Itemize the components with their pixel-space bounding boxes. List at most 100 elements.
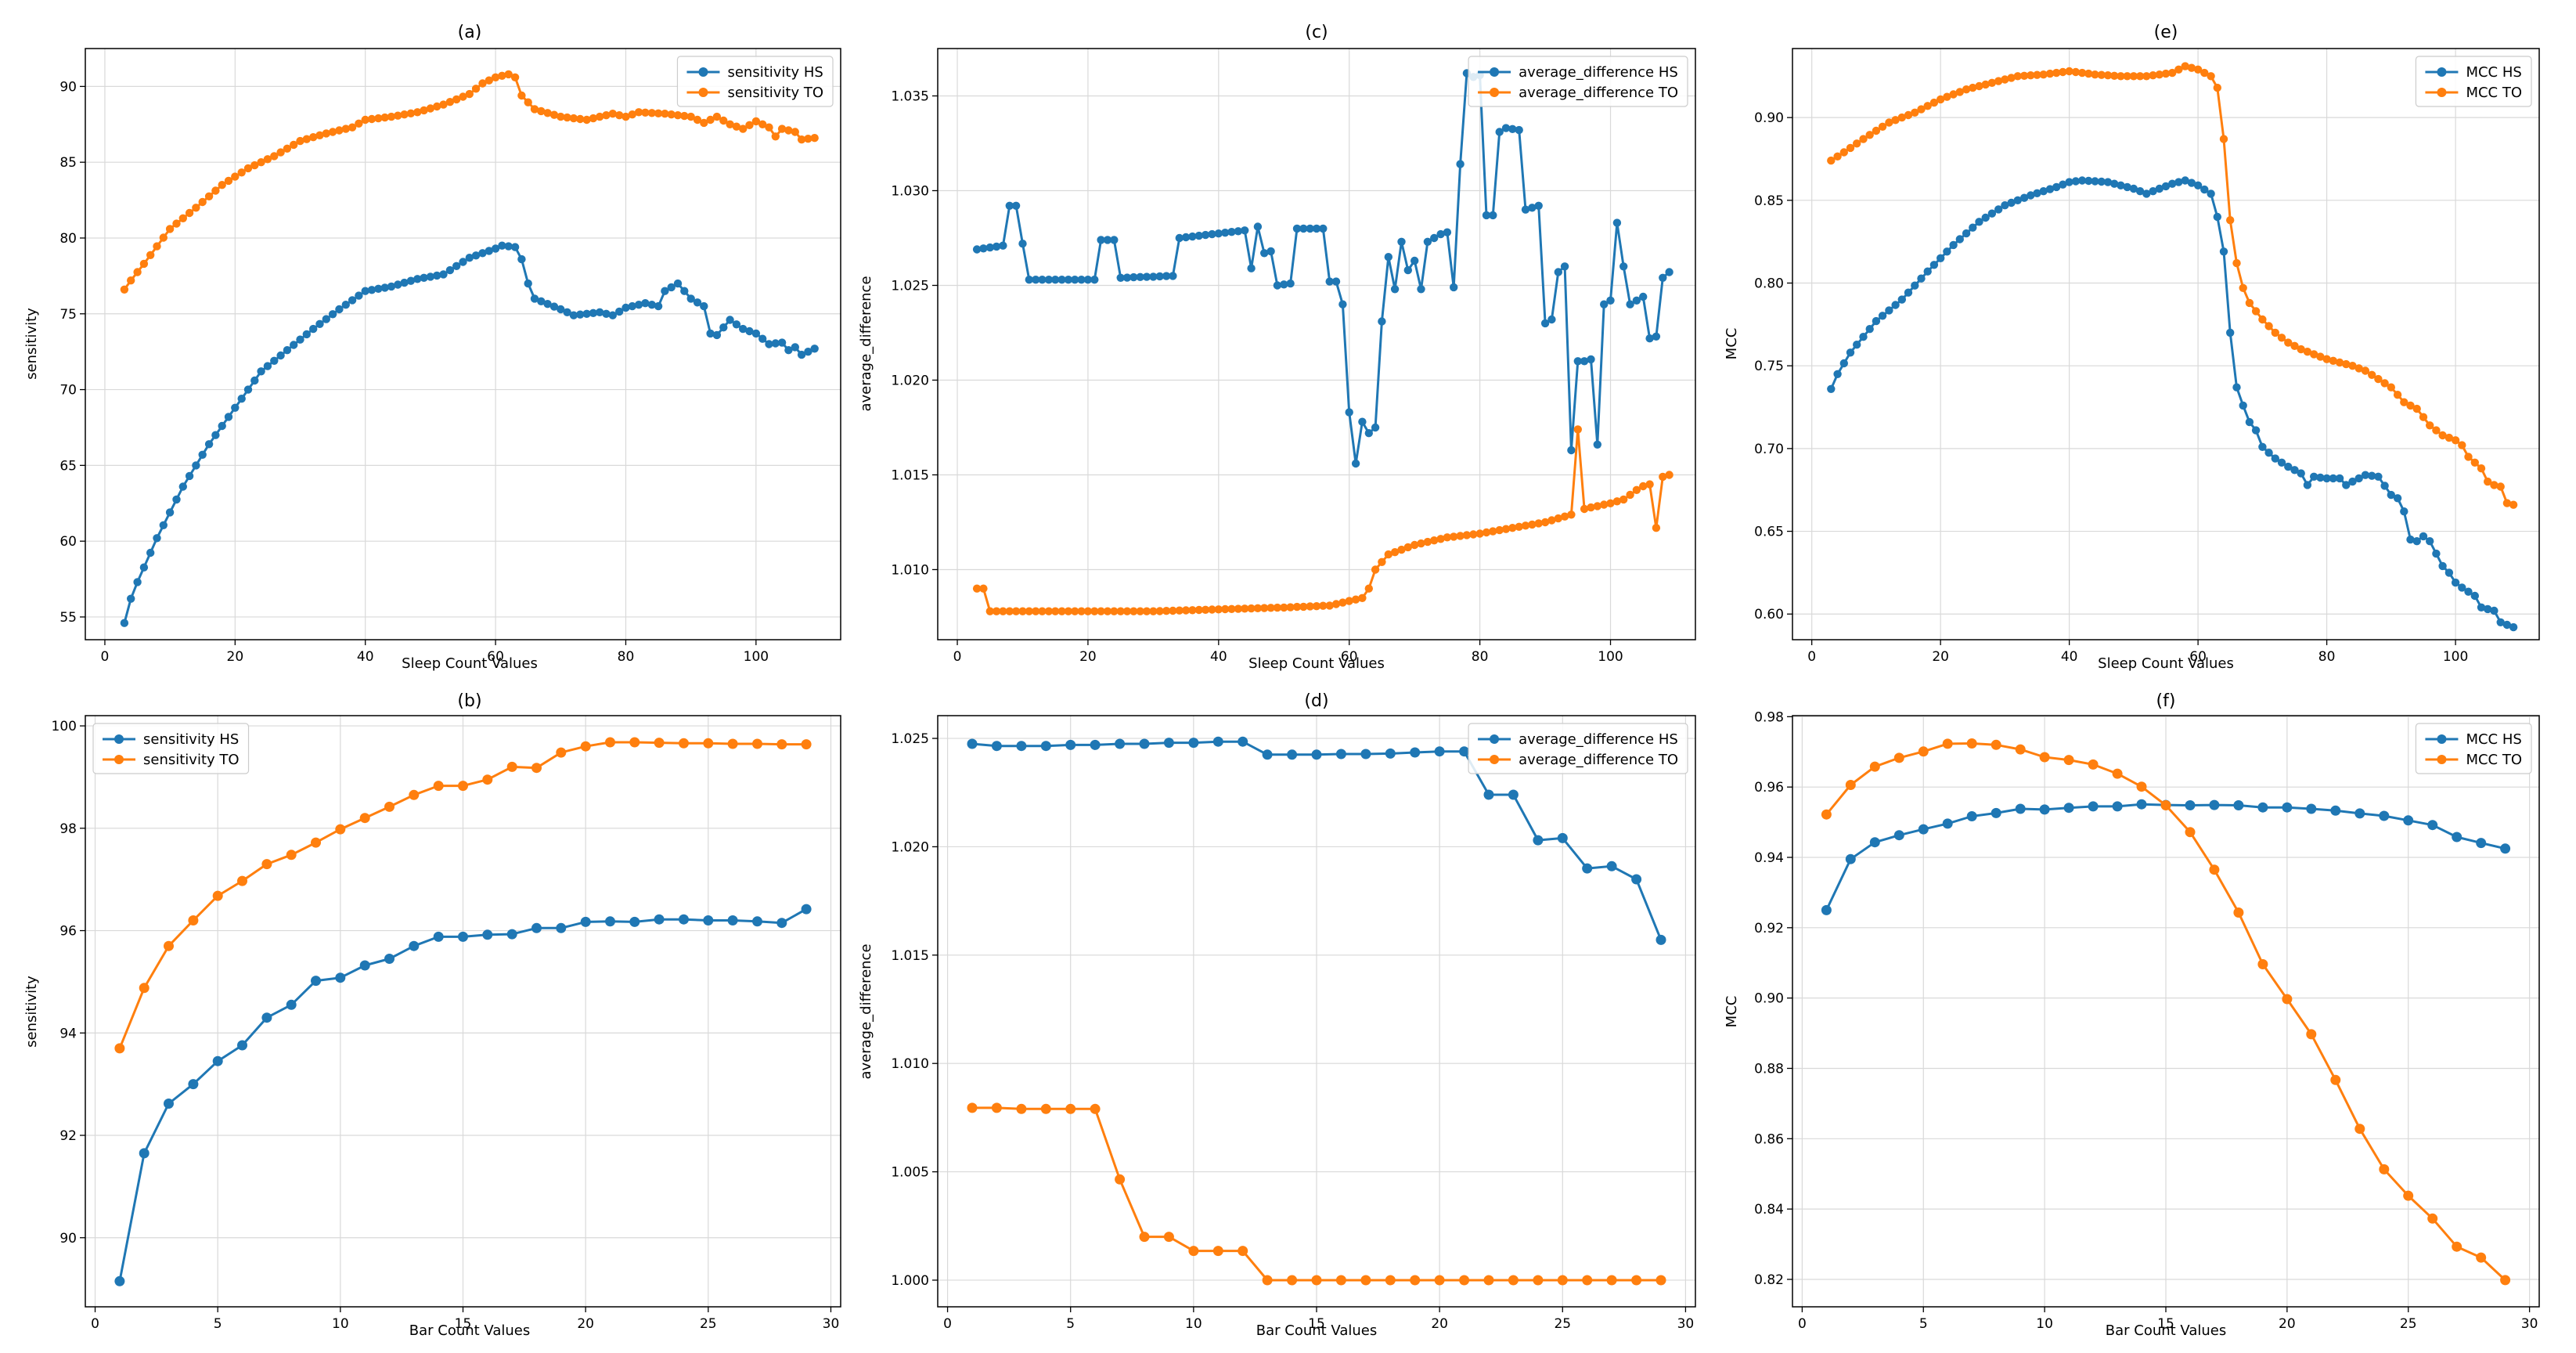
data-point — [1149, 607, 1158, 615]
y-tick-label: 1.010 — [891, 1056, 929, 1072]
data-point — [185, 471, 194, 481]
data-point — [1911, 281, 1919, 290]
data-point — [2027, 71, 2035, 80]
data-point — [1846, 348, 1855, 357]
data-point — [1360, 749, 1371, 759]
data-point — [1865, 325, 1874, 334]
x-axis-label: Bar Count Values — [1256, 1322, 1378, 1339]
data-point — [1508, 789, 1519, 800]
data-point — [1943, 92, 1951, 101]
legend-entry: sensitivity HS — [103, 731, 239, 748]
data-point — [439, 270, 448, 279]
data-point — [433, 781, 444, 792]
data-point — [739, 124, 748, 133]
y-tick-label: 0.90 — [1754, 991, 1784, 1007]
y-tick-label: 0.96 — [1754, 780, 1784, 796]
data-point — [2063, 803, 2074, 814]
y-axis-label: average_difference — [858, 943, 874, 1079]
y-tick-label: 1.015 — [891, 467, 929, 483]
data-point — [706, 115, 715, 124]
data-point — [1655, 1275, 1666, 1286]
x-tick-label: 0 — [101, 649, 110, 665]
data-point — [615, 111, 624, 120]
data-point — [1923, 267, 1932, 276]
data-point — [1212, 1246, 1223, 1257]
data-point — [367, 114, 376, 124]
data-point — [1865, 131, 1874, 139]
data-point — [120, 619, 129, 627]
data-point — [2161, 182, 2171, 191]
x-tick-label: 25 — [1554, 1316, 1571, 1332]
plot-f: 0 5 10 15 20 25 30 0.82 0.84 0.86 0.88 0.90 0.92 0.94… — [1754, 709, 2540, 1332]
data-point — [2013, 72, 2022, 81]
data-point — [2406, 535, 2415, 544]
data-point — [2129, 72, 2138, 81]
y-tick-label: 60 — [59, 534, 77, 550]
data-point — [2322, 355, 2331, 363]
data-point — [218, 421, 226, 431]
y-tick-label: 0.75 — [1754, 359, 1784, 374]
data-point — [2251, 426, 2261, 435]
data-point — [1508, 524, 1517, 532]
y-tick-label: 0.82 — [1754, 1272, 1784, 1288]
y-tick-label: 85 — [59, 155, 77, 171]
data-point — [1371, 423, 1380, 432]
data-point — [2419, 413, 2428, 421]
legend-marker — [2437, 755, 2447, 764]
data-point — [1885, 118, 1893, 127]
data-point — [1567, 446, 1576, 455]
data-point — [745, 121, 754, 129]
data-point — [426, 272, 435, 281]
data-point — [2103, 178, 2113, 186]
data-point — [2219, 247, 2228, 256]
data-point — [1057, 607, 1066, 615]
legend-marker — [1490, 734, 1500, 744]
data-point — [1051, 276, 1060, 284]
data-point — [580, 741, 591, 752]
x-axis-label: Bar Count Values — [409, 1322, 531, 1339]
data-point — [341, 301, 350, 309]
data-point — [1262, 1275, 1273, 1286]
y-tick-label: 0.60 — [1754, 607, 1784, 622]
data-point — [2342, 481, 2351, 489]
data-point — [1032, 276, 1040, 284]
data-point — [1142, 607, 1151, 615]
data-point — [406, 276, 416, 285]
data-point — [231, 403, 240, 412]
data-point — [1619, 262, 1628, 271]
data-point — [1631, 1275, 1642, 1286]
data-point — [286, 850, 297, 861]
data-point — [2027, 191, 2035, 200]
data-point — [2019, 193, 2029, 202]
data-point — [1482, 211, 1491, 220]
data-point — [2330, 805, 2341, 816]
legend-marker — [1490, 67, 1500, 77]
data-point — [302, 330, 311, 339]
data-point — [1547, 315, 1556, 324]
legend-marker — [2437, 67, 2447, 77]
data-point — [531, 922, 542, 933]
data-point — [1459, 1275, 1470, 1286]
data-point — [1554, 268, 1563, 276]
legend-label: MCC HS — [2466, 731, 2521, 748]
data-point — [400, 110, 409, 119]
data-point — [1335, 749, 1346, 759]
data-point — [250, 161, 259, 170]
data-point — [972, 584, 982, 593]
y-tick-label: 90 — [59, 79, 77, 95]
data-point — [1580, 357, 1589, 366]
data-point — [2142, 189, 2151, 198]
data-point — [629, 916, 640, 927]
data-point — [2354, 808, 2365, 819]
data-point — [2239, 283, 2247, 292]
data-point — [172, 495, 181, 504]
data-point — [1827, 156, 1836, 165]
y-axis-label: MCC — [1724, 328, 1740, 360]
data-point — [1631, 874, 1642, 885]
data-point — [510, 243, 520, 251]
x-tick-label: 60 — [1341, 649, 1358, 665]
x-tick-label: 30 — [823, 1316, 840, 1332]
y-tick-label: 65 — [59, 458, 77, 474]
data-point — [1306, 602, 1314, 611]
data-point — [1410, 256, 1419, 265]
